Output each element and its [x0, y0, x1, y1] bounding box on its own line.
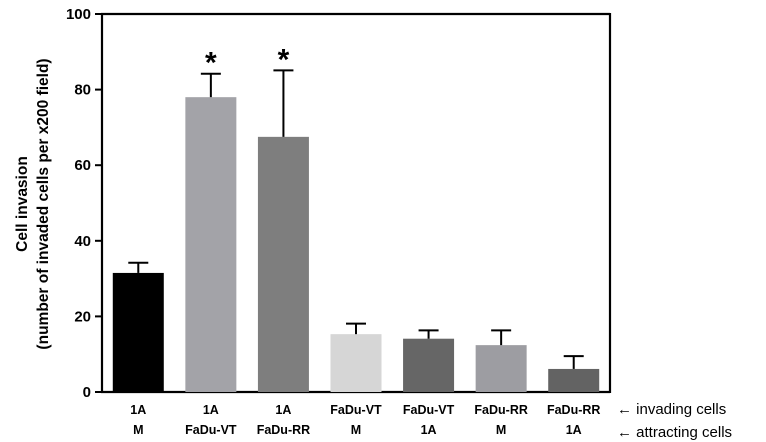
x-tick-label-attracting: M: [133, 423, 143, 437]
x-tick-label-attracting: 1A: [566, 423, 582, 437]
significance-marker: *: [278, 43, 290, 76]
y-tick-label: 20: [74, 308, 91, 325]
bar: [185, 97, 237, 392]
bar: [475, 345, 527, 392]
y-axis-label-line1: Cell invasion: [14, 156, 31, 252]
y-tick-label: 40: [74, 233, 91, 250]
x-tick-label-invading: FaDu-VT: [403, 403, 455, 417]
x-tick-label-invading: 1A: [203, 403, 219, 417]
x-tick-label-attracting: M: [496, 423, 506, 437]
x-tick-label-invading: 1A: [275, 403, 291, 417]
x-tick-label-attracting: FaDu-RR: [257, 423, 310, 437]
significance-marker: *: [205, 47, 217, 80]
x-tick-label-invading: FaDu-VT: [330, 403, 382, 417]
x-tick-label-attracting: M: [351, 423, 361, 437]
x-tick-label-attracting: 1A: [421, 423, 437, 437]
y-axis-label: Cell invasion (number of invaded cells p…: [14, 58, 52, 349]
y-tick-label: 0: [83, 384, 91, 401]
bar: [330, 334, 382, 392]
x-tick-label-invading: FaDu-RR: [547, 403, 600, 417]
x-tick-label-invading: FaDu-RR: [474, 403, 527, 417]
invading-cells-legend: ← invading cells: [617, 401, 726, 418]
x-tick-label-invading: 1A: [130, 403, 146, 417]
bar: [112, 272, 164, 392]
bar: [548, 368, 600, 392]
bar: [403, 338, 455, 392]
y-tick-label: 60: [74, 157, 91, 174]
bar: [257, 136, 309, 392]
y-tick-label: 80: [74, 82, 91, 99]
y-tick-label: 100: [66, 6, 91, 23]
x-tick-label-attracting: FaDu-VT: [185, 423, 237, 437]
attracting-cells-legend: ← attracting cells: [617, 424, 732, 441]
y-axis-label-line2: (number of invaded cells per x200 field): [35, 58, 52, 349]
